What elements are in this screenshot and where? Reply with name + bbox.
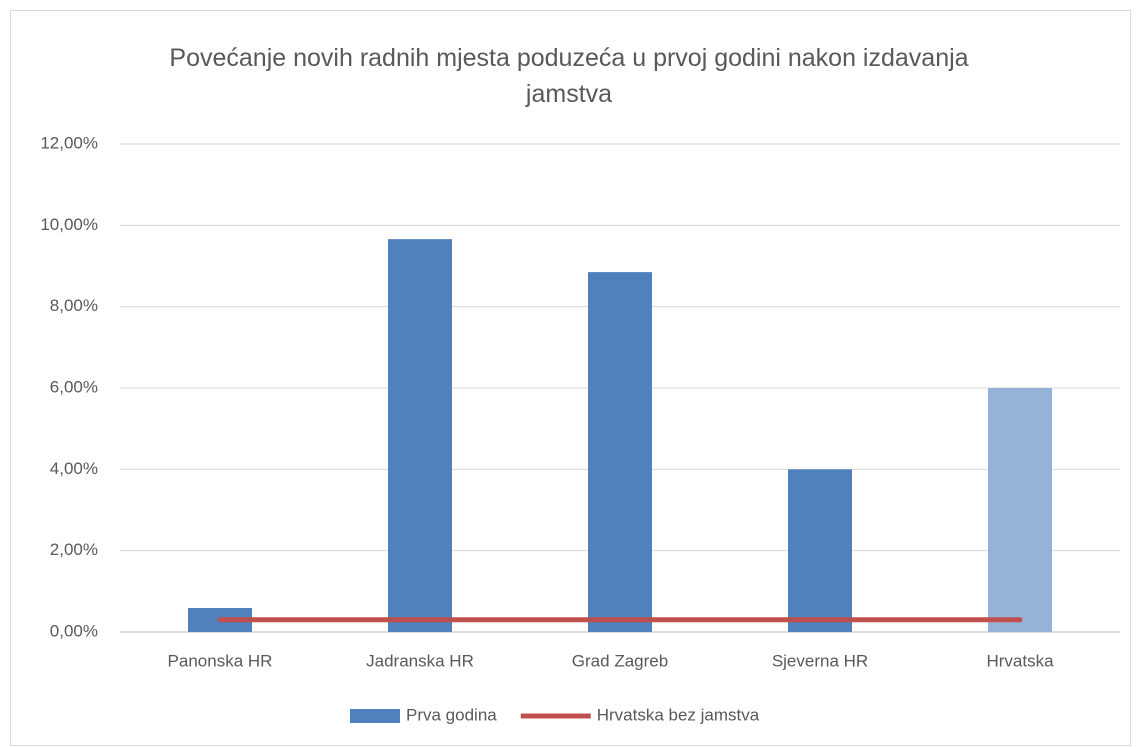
legend-swatch [350,709,400,723]
chart-border [10,10,1131,746]
y-tick-label: 4,00% [50,459,98,478]
bar [388,239,452,632]
x-tick-label: Sjeverna HR [772,651,868,670]
x-tick-label: Jadranska HR [366,651,474,670]
x-tick-label: Panonska HR [168,651,273,670]
x-tick-label: Grad Zagreb [572,651,668,670]
y-tick-label: 12,00% [40,133,98,152]
bar [588,272,652,632]
y-tick-label: 8,00% [50,296,98,315]
bar [988,388,1052,632]
x-tick-label: Hrvatska [986,651,1054,670]
y-tick-label: 6,00% [50,377,98,396]
bar [788,469,852,632]
y-tick-label: 2,00% [50,540,98,559]
y-tick-label: 10,00% [40,215,98,234]
y-tick-label: 0,00% [50,621,98,640]
legend-label: Prva godina [406,705,497,724]
legend-label: Hrvatska bez jamstva [597,705,760,724]
chart-title: Povećanje novih radnih mjesta poduzeća u… [169,44,969,108]
